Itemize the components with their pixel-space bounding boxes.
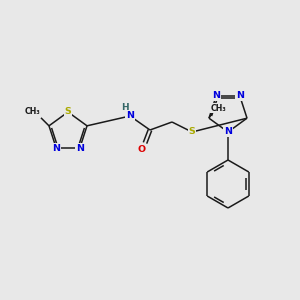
Text: S: S [189,128,195,136]
Text: N: N [236,91,244,100]
Text: CH₃: CH₃ [25,107,41,116]
Text: CH₃: CH₃ [211,104,227,113]
Text: N: N [126,112,134,121]
Text: O: O [138,146,146,154]
Text: S: S [64,107,71,116]
Text: N: N [224,128,232,136]
Text: N: N [212,91,220,100]
Text: N: N [76,144,84,153]
Text: N: N [52,144,60,153]
Text: H: H [121,103,129,112]
